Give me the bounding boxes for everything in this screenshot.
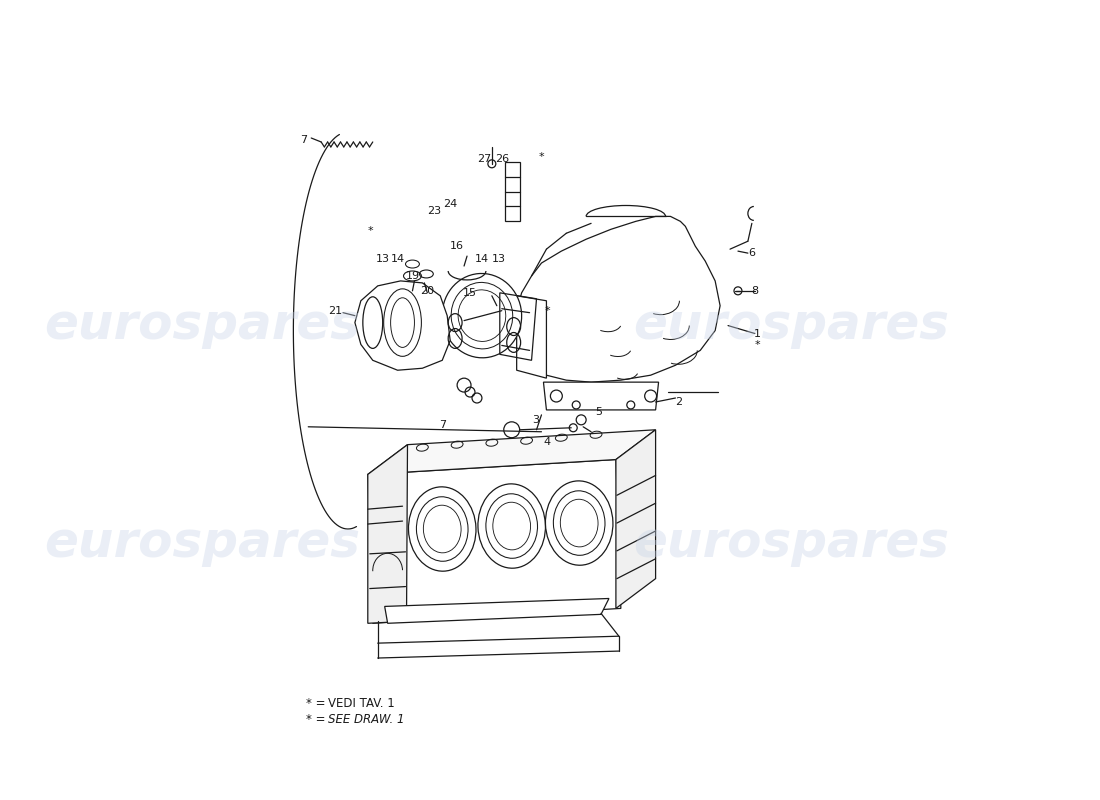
- Text: *: *: [755, 341, 760, 350]
- Text: 19: 19: [406, 271, 419, 281]
- Text: *: *: [539, 152, 544, 162]
- Text: 14: 14: [390, 254, 405, 264]
- Text: * =: * =: [306, 697, 326, 710]
- Text: 2: 2: [675, 397, 682, 407]
- Polygon shape: [505, 162, 519, 222]
- Text: eurospares: eurospares: [44, 519, 360, 567]
- Text: *: *: [544, 306, 550, 316]
- Ellipse shape: [477, 484, 546, 568]
- Text: 21: 21: [328, 306, 342, 316]
- Text: 26: 26: [495, 154, 509, 164]
- Polygon shape: [517, 296, 547, 378]
- Text: 24: 24: [443, 198, 458, 209]
- Text: *: *: [368, 226, 374, 236]
- Text: SEE DRAW. 1: SEE DRAW. 1: [328, 713, 404, 726]
- Text: * =: * =: [306, 713, 326, 726]
- Text: 4: 4: [543, 437, 551, 446]
- Ellipse shape: [408, 487, 476, 571]
- Polygon shape: [367, 445, 407, 623]
- Polygon shape: [367, 459, 620, 623]
- Text: 5: 5: [595, 407, 603, 417]
- Text: 7: 7: [299, 135, 307, 145]
- Text: 20: 20: [420, 286, 434, 296]
- Text: 1: 1: [755, 329, 761, 338]
- Polygon shape: [517, 217, 720, 382]
- Polygon shape: [616, 430, 656, 609]
- Text: eurospares: eurospares: [634, 519, 949, 567]
- Text: eurospares: eurospares: [634, 301, 949, 349]
- Polygon shape: [385, 598, 609, 623]
- Polygon shape: [355, 281, 450, 370]
- Text: VEDI TAV. 1: VEDI TAV. 1: [328, 697, 395, 710]
- Text: 14: 14: [475, 254, 490, 264]
- Text: 13: 13: [376, 254, 389, 264]
- Text: 7: 7: [439, 420, 446, 430]
- Text: 16: 16: [450, 241, 464, 251]
- Text: eurospares: eurospares: [44, 301, 360, 349]
- Text: 6: 6: [748, 248, 756, 258]
- Polygon shape: [543, 382, 659, 410]
- Text: 27: 27: [476, 154, 491, 164]
- Polygon shape: [367, 430, 656, 474]
- Ellipse shape: [546, 481, 613, 566]
- Text: 8: 8: [751, 286, 758, 296]
- Text: 13: 13: [492, 254, 506, 264]
- Ellipse shape: [442, 274, 521, 358]
- Text: 23: 23: [427, 206, 441, 217]
- Text: 15: 15: [463, 288, 477, 298]
- Text: 3: 3: [532, 415, 539, 425]
